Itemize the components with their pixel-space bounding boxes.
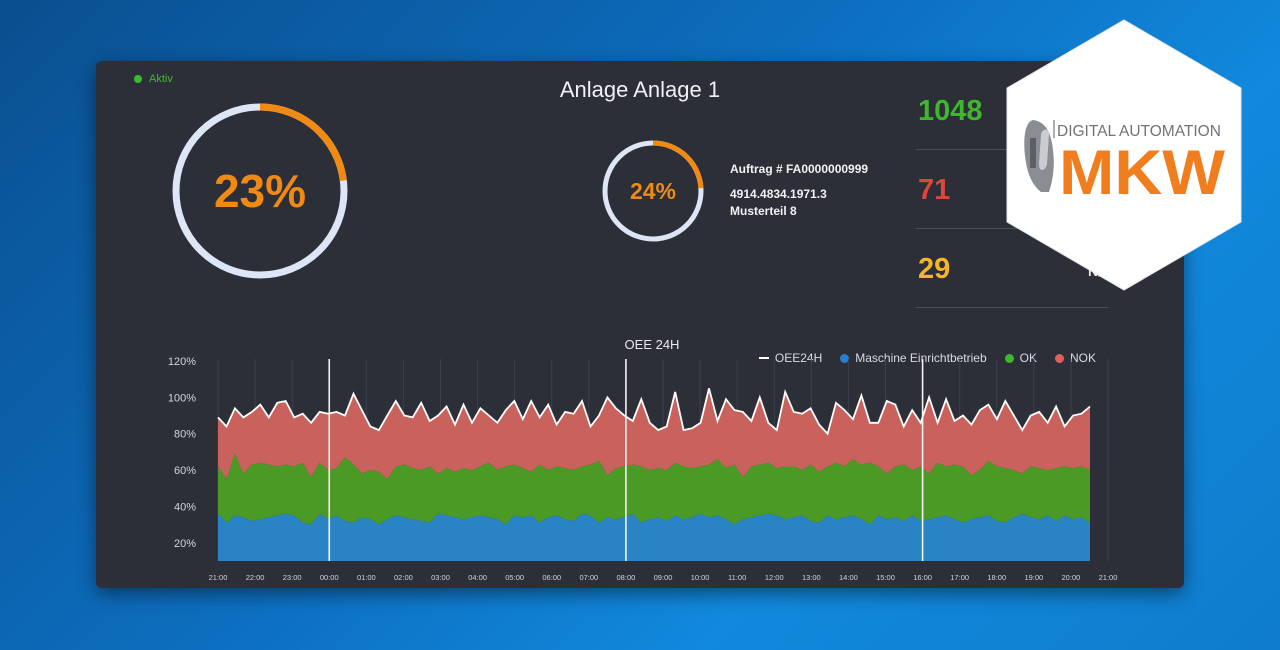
oee-chart: 20% 40% 60% 80% 100% 120% 21:00 22:00 23:00 00:00… <box>168 356 1118 582</box>
x-tick-label: 00:00 <box>320 573 339 582</box>
nok-area <box>218 388 1090 480</box>
order-number: Auftrag # FA0000000999 <box>730 162 869 176</box>
y-tick-label: 60% <box>174 465 196 477</box>
robot-head-icon <box>1024 120 1054 192</box>
count-nok-value: 71 <box>918 174 951 206</box>
oee-gauge-value: 23% <box>213 165 307 217</box>
x-tick-label: 18:00 <box>987 573 1006 582</box>
legend-label: OEE24H <box>774 351 823 365</box>
count-na-value: 29 <box>918 253 951 285</box>
x-tick-label: 10:00 <box>691 573 710 582</box>
x-tick-label: 11:00 <box>728 573 746 582</box>
x-tick-label: 23:00 <box>283 573 302 582</box>
count-row-ok: 1048 <box>916 71 1108 150</box>
status-label: Aktiv <box>149 73 173 85</box>
order-gauge: 24% <box>601 139 705 243</box>
x-tick-label: 20:00 <box>1062 573 1081 582</box>
x-tick-label: 04:00 <box>468 573 487 582</box>
article-number: 4914.4834.1971.3 <box>730 187 827 201</box>
x-tick-label: 21:00 <box>1099 573 1118 582</box>
x-tick-label: 03:00 <box>431 573 450 582</box>
legend-dot-icon <box>1054 353 1064 363</box>
oee-gauge-fill <box>172 103 348 279</box>
legend-item-ok[interactable]: OK <box>1004 351 1037 365</box>
y-tick-label: 100% <box>168 392 196 404</box>
x-tick-label: 21:00 <box>209 573 228 582</box>
logo-hexagon <box>1006 19 1242 291</box>
logo-brand-text: MKW <box>1059 138 1226 208</box>
dashboard-panel: Aktiv Anlage Anlage 1 23% 24% Auftrag # … <box>96 61 1184 588</box>
count-row-nok: 71 <box>916 150 1108 229</box>
y-tick-label: 40% <box>174 501 196 513</box>
legend-dot-icon <box>1004 353 1014 363</box>
y-tick-label: 20% <box>174 538 196 550</box>
x-tick-label: 13:00 <box>802 573 821 582</box>
x-tick-label: 07:00 <box>579 573 598 582</box>
legend-line-icon <box>758 357 769 359</box>
x-tick-label: 22:00 <box>246 573 265 582</box>
x-tick-label: 16:00 <box>913 573 932 582</box>
x-tick-label: 06:00 <box>542 573 561 582</box>
legend-label: Maschine Einrichtbetrieb <box>855 351 987 365</box>
legend-item-setup[interactable]: Maschine Einrichtbetrieb <box>840 351 987 365</box>
order-gauge-value: 24% <box>629 177 677 204</box>
mkw-logo-badge: DIGITAL AUTOMATION MKW <box>1003 16 1245 294</box>
x-tick-label: 12:00 <box>765 573 784 582</box>
legend-item-nok[interactable]: NOK <box>1054 351 1096 365</box>
y-tick-label: 80% <box>174 429 196 441</box>
status-dot-icon <box>134 75 142 83</box>
legend-label: NOK <box>1069 351 1096 365</box>
chart-title: OEE 24H <box>624 337 680 352</box>
page-title: Anlage Anlage 1 <box>559 77 721 102</box>
order-info: Auftrag # FA0000000999 4914.4834.1971.3 … <box>730 162 868 218</box>
oee-gauge: 23% <box>170 101 350 281</box>
order-gauge-ring <box>602 140 704 242</box>
x-tick-label: 05:00 <box>505 573 524 582</box>
x-tick-label: 01:00 <box>357 573 376 582</box>
order-gauge-fill <box>602 140 704 242</box>
x-tick-label: 14:00 <box>839 573 858 582</box>
oee-line <box>217 388 1091 436</box>
logo-top-text: DIGITAL AUTOMATION <box>1057 123 1221 140</box>
x-tick-label: 02:00 <box>394 573 413 582</box>
oee-gauge-ring <box>172 103 348 279</box>
machine-status: Aktiv <box>134 73 173 85</box>
legend-dot-icon <box>840 353 850 363</box>
x-tick-label: 09:00 <box>654 573 673 582</box>
legend-item-oee[interactable]: OEE24H <box>758 351 823 365</box>
setup-area <box>218 513 1090 561</box>
chart-legend[interactable]: OEE24H Maschine Einrichtbetrieb OK NOK <box>741 351 1096 365</box>
piece-counts: 1048 71 29 N/ <box>916 71 1108 308</box>
mkw-logo: DIGITAL AUTOMATION MKW <box>1006 19 1242 291</box>
y-tick-label: 120% <box>168 356 196 368</box>
legend-label: OK <box>1019 351 1037 365</box>
count-ok-value: 1048 <box>918 95 983 127</box>
x-tick-label: 19:00 <box>1024 573 1043 582</box>
article-name: Musterteil 8 <box>730 204 797 218</box>
x-tick-label: 15:00 <box>876 573 895 582</box>
x-tick-label: 17:00 <box>950 573 969 582</box>
x-tick-label: 08:00 <box>617 573 636 582</box>
ok-area <box>218 453 1090 525</box>
